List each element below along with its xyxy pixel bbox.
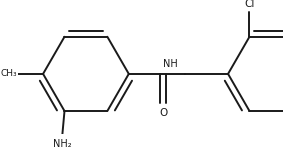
Text: NH: NH <box>163 59 178 69</box>
Text: NH₂: NH₂ <box>53 139 72 147</box>
Text: CH₃: CH₃ <box>1 69 17 78</box>
Text: O: O <box>159 108 167 118</box>
Text: Cl: Cl <box>244 0 255 9</box>
